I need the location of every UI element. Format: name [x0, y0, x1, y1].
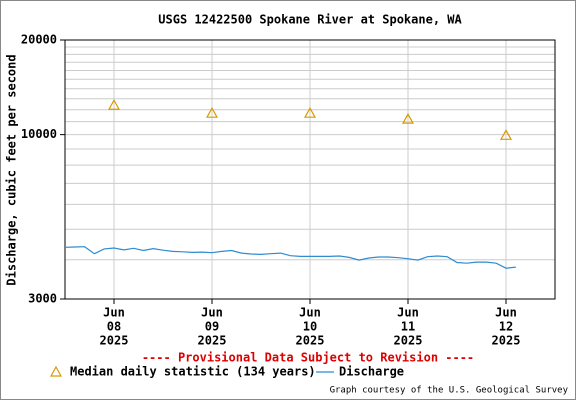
- x-tick-label: 12: [499, 320, 513, 334]
- median-marker: [303, 106, 317, 118]
- annotation: ---- Provisional Data Subject to Revisio…: [142, 351, 474, 365]
- chart-title: USGS 12422500 Spokane River at Spokane, …: [158, 13, 462, 27]
- median-marker: [205, 106, 219, 118]
- x-tick-label: 09: [205, 320, 219, 334]
- x-tick-label: 11: [401, 320, 415, 334]
- legend-label: Median daily statistic (134 years): [70, 365, 316, 379]
- median-marker: [107, 99, 121, 110]
- x-tick-label: 08: [107, 320, 121, 334]
- plot-border: [64, 39, 556, 300]
- y-tick-label: 20000: [21, 33, 57, 47]
- x-tick-label: 2025: [198, 334, 227, 348]
- credit: Graph courtesy of the U.S. Geological Su…: [330, 386, 569, 396]
- discharge-line: [64, 246, 516, 269]
- x-tick-label: Jun: [495, 306, 517, 320]
- x-tick-label: 2025: [394, 334, 423, 348]
- x-tick-label: 2025: [492, 334, 521, 348]
- y-tick-label: 10000: [21, 127, 57, 141]
- median-marker: [499, 129, 513, 140]
- x-tick-label: Jun: [397, 306, 419, 320]
- median-marker: [401, 112, 415, 124]
- legend-label: Discharge: [339, 365, 404, 379]
- y-tick-label: 3000: [28, 292, 57, 306]
- x-tick-label: 10: [303, 320, 317, 334]
- x-tick-label: Jun: [299, 306, 321, 320]
- legend-marker: [49, 365, 63, 377]
- x-tick-label: 2025: [100, 334, 129, 348]
- x-tick-label: Jun: [201, 306, 223, 320]
- y-axis-label: Discharge, cubic feet per second: [5, 54, 19, 285]
- x-tick-label: 2025: [296, 334, 325, 348]
- x-tick-label: Jun: [103, 306, 125, 320]
